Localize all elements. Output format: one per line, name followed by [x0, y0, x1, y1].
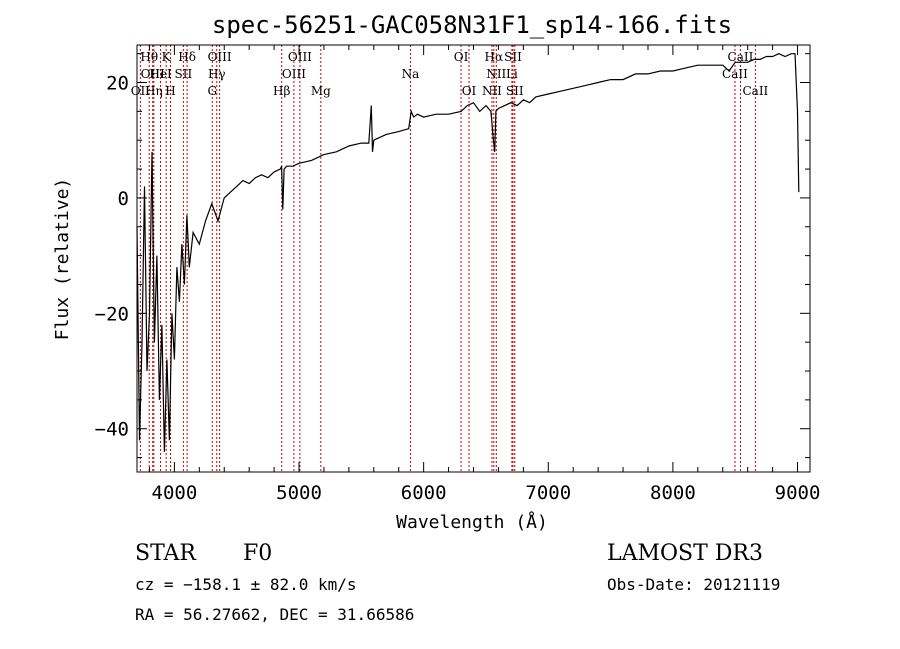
- line-label: SII: [504, 50, 522, 64]
- survey-name: LAMOST DR3: [607, 541, 763, 566]
- line-markers: [139, 45, 756, 472]
- plot-frame: [136, 44, 811, 473]
- y-tick-label: −20: [95, 303, 129, 325]
- observation-date: Obs-Date: 20121119: [607, 575, 780, 594]
- y-tick-label: 0: [118, 188, 129, 210]
- x-tick-label: 7000: [525, 482, 571, 504]
- line-label: OI: [462, 84, 477, 98]
- line-label: Hη: [145, 84, 163, 98]
- x-tick-label: 4000: [152, 482, 198, 504]
- line-label: CaII: [742, 84, 768, 98]
- line-label: NII: [482, 84, 502, 98]
- y-tick-label: 20: [106, 73, 129, 95]
- line-label: CaII: [728, 50, 754, 64]
- x-tick-label: 5000: [276, 482, 322, 504]
- line-label: NII: [486, 67, 506, 81]
- line-label: HeI: [149, 67, 172, 81]
- y-axis-label: Flux (relative): [52, 178, 73, 341]
- x-axis-ticks: 4000 5000 6000 7000 8000 9000: [148, 45, 821, 504]
- line-label: OIII: [141, 67, 165, 81]
- line-label: Hγ: [208, 67, 226, 81]
- line-label: OIII: [288, 50, 312, 64]
- line-labels: OIIHθOIIIHηHeIKHSIIHδGHγOIIIHβOIIIOIIIMg…: [131, 50, 769, 98]
- x-tick-label: 9000: [775, 482, 821, 504]
- line-label: Li: [506, 67, 518, 81]
- line-label: H: [165, 84, 175, 98]
- line-label: OI: [454, 50, 469, 64]
- subclass: F0: [243, 541, 272, 566]
- line-label: CaII: [722, 67, 748, 81]
- x-axis-label: Wavelength (Å): [396, 511, 548, 533]
- line-label: G: [207, 84, 217, 98]
- line-label: Mg: [311, 84, 331, 98]
- line-label: SII: [175, 67, 193, 81]
- line-label: Hθ: [140, 50, 158, 64]
- chart-title: spec-56251-GAC058N31F1_sp14-166.fits: [212, 11, 732, 39]
- object-class: STAR: [135, 541, 197, 566]
- redshift-velocity: cz = −158.1 ± 82.0 km/s: [135, 575, 357, 594]
- y-axis-ticks: −40 −20 0 20: [95, 53, 810, 459]
- line-label: Na: [402, 67, 420, 81]
- line-label: OIII: [208, 50, 232, 64]
- line-label: OIII: [282, 67, 306, 81]
- line-label: OII: [131, 84, 151, 98]
- x-tick-label: 6000: [401, 482, 447, 504]
- line-label: Hδ: [178, 50, 196, 64]
- line-label: SII: [506, 84, 524, 98]
- x-tick-label: 8000: [650, 482, 696, 504]
- y-tick-label: −40: [95, 419, 129, 441]
- spectrum-series-line: [136, 53, 800, 452]
- coordinates: RA = 56.27662, DEC = 31.66586: [135, 605, 414, 624]
- line-label: Hα: [485, 50, 504, 64]
- line-label: Hβ: [273, 84, 290, 98]
- line-label: K: [162, 50, 172, 64]
